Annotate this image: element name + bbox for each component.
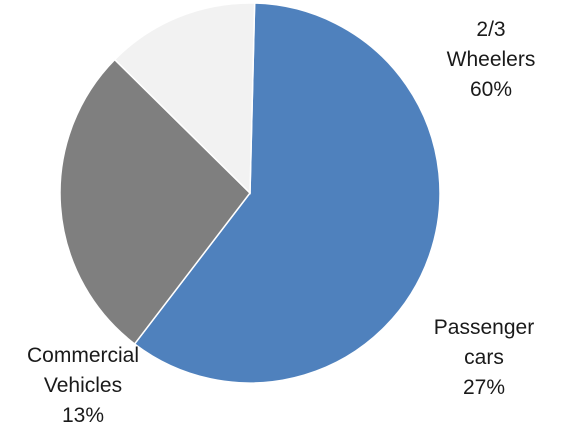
slice-label-2: Vehicles xyxy=(44,374,122,397)
slice-label-0: 2/3 xyxy=(476,18,505,41)
pie-slices xyxy=(59,2,441,384)
slice-value-label-2: 13% xyxy=(62,404,104,427)
slice-label-1: Passenger xyxy=(434,316,534,339)
pie-slice-0 xyxy=(133,2,441,384)
pie-slice-2 xyxy=(113,2,256,195)
slice-label-0: Wheelers xyxy=(447,48,536,71)
slice-value-label-0: 60% xyxy=(470,78,512,101)
pie-labels: 2/3 Wheelers 60% Passenger cars 27% Commercial… xyxy=(27,18,535,427)
pie-slice-1 xyxy=(59,58,251,345)
slice-value-label-1: 27% xyxy=(463,376,505,399)
slice-label-1: cars xyxy=(464,346,504,369)
slice-label-2: Commercial xyxy=(27,344,139,367)
